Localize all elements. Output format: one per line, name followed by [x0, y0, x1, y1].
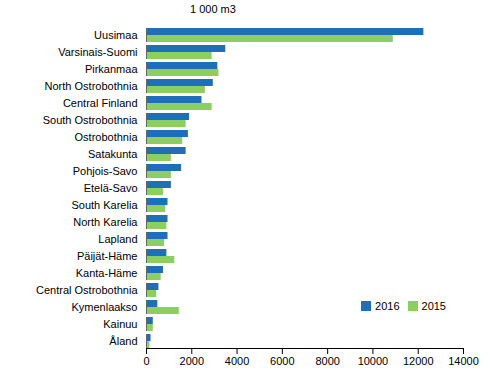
svg-text:North Karelia: North Karelia	[73, 216, 138, 228]
svg-text:14000: 14000	[448, 355, 479, 367]
svg-text:Pirkanmaa: Pirkanmaa	[85, 63, 138, 75]
svg-text:Central Ostrobothnia: Central Ostrobothnia	[36, 284, 138, 296]
svg-text:South Ostrobothnia: South Ostrobothnia	[43, 114, 139, 126]
svg-text:Pohjois-Savo: Pohjois-Savo	[73, 165, 138, 177]
svg-text:Lapland: Lapland	[98, 233, 137, 245]
svg-text:Central Finland: Central Finland	[63, 97, 138, 109]
svg-text:Varsinais-Suomi: Varsinais-Suomi	[58, 46, 137, 58]
svg-text:Päijät-Häme: Päijät-Häme	[77, 250, 138, 262]
svg-text:North Ostrobothnia: North Ostrobothnia	[45, 80, 139, 92]
svg-text:South Karelia: South Karelia	[71, 199, 138, 211]
html-text:2015: 2015	[421, 300, 446, 312]
html-text:2016: 2016	[375, 300, 400, 312]
svg-text:Kanta-Häme: Kanta-Häme	[76, 267, 138, 279]
svg-text:Kymenlaakso: Kymenlaakso	[71, 301, 137, 313]
svg-text:12000: 12000	[403, 355, 434, 367]
svg-text:Kainuu: Kainuu	[103, 318, 137, 330]
svg-text:Satakunta: Satakunta	[88, 148, 138, 160]
svg-text:4000: 4000	[225, 355, 249, 367]
svg-text:0: 0	[143, 355, 149, 367]
svg-text:2000: 2000	[180, 355, 204, 367]
svg-text:6000: 6000	[270, 355, 294, 367]
svg-text:Etelä-Savo: Etelä-Savo	[84, 182, 138, 194]
html-text:1 000 m3: 1 000 m3	[190, 3, 236, 15]
svg-text:8000: 8000	[315, 355, 339, 367]
svg-text:Ostrobothnia: Ostrobothnia	[75, 131, 139, 143]
svg-text:10000: 10000	[358, 355, 389, 367]
svg-text:Åland: Åland	[109, 335, 137, 347]
svg-text:Uusimaa: Uusimaa	[94, 29, 138, 41]
